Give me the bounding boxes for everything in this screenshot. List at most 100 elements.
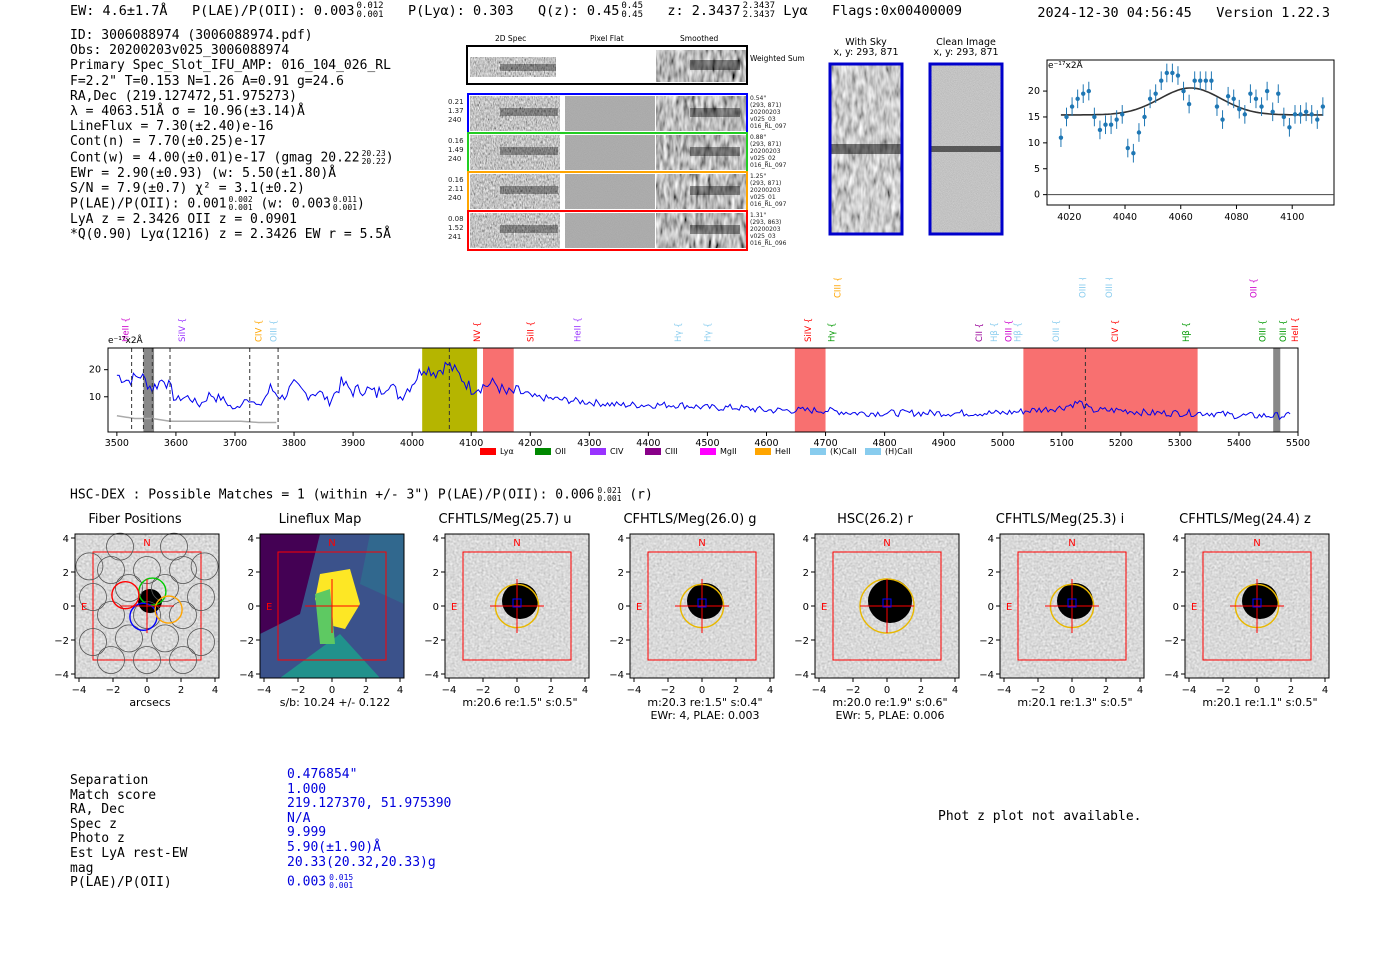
- match-value-radec: 219.127370, 51.975390: [287, 796, 452, 812]
- cutout-title: CFHTLS/Meg(25.3) i: [995, 512, 1125, 527]
- header-z-hi: 2.3437: [742, 1, 776, 11]
- spec2d-right-value: v025_01: [750, 194, 776, 201]
- match-plae-lo: 0.001: [329, 881, 354, 891]
- zoom-x-tick-label: 4040: [1113, 212, 1137, 223]
- zoom-data-point: [1097, 127, 1103, 133]
- spec2d-row-right-labels: 1.25" (293, 871) 20200203 v025_01 016_RL_097: [750, 173, 786, 208]
- cutout-image: N E −4 −2 0 2 4 4 2 0 −2 −4: [794, 533, 960, 696]
- cutout-y-tick-label: 0: [988, 602, 994, 613]
- zoom-data-point: [1303, 109, 1309, 114]
- full-spectrum-unit: e⁻¹⁷x2Å: [108, 336, 143, 346]
- cutout-y-tick-label: 0: [618, 602, 624, 613]
- cutout-y-tick-label: 4: [433, 534, 439, 545]
- zoom-data-point: [1214, 104, 1220, 109]
- cutout-y-tick-label: 0: [63, 602, 69, 613]
- spec2d-weighted-label: Weighted Sum: [750, 54, 805, 63]
- zoom-data-point: [1136, 130, 1142, 135]
- spec2d-right-value: 1.25": [750, 173, 767, 180]
- spectrum-line-label: Hγ {: [674, 322, 684, 342]
- legend-item: MgII: [700, 447, 737, 456]
- info-lambda: λ = 4063.51Å σ = 10.96(±3.14)Å: [70, 104, 305, 120]
- legend-item: Lyα: [480, 447, 514, 456]
- cutout-x-tick-label: −4: [257, 685, 272, 696]
- spectrum-shaded-region: [143, 348, 155, 432]
- cutout-center-box: [1252, 598, 1262, 608]
- spec2d-left-value: 240: [448, 194, 462, 202]
- legend-item: (K)CaII: [810, 447, 857, 456]
- cutout-east-label: E: [81, 602, 87, 613]
- match-label-mag: mag: [70, 860, 94, 876]
- zoom-x-tick-label: 4100: [1280, 212, 1304, 223]
- header-line: EW: 4.6±1.7Å P(LAE)/P(OII): 0.003 0.012 0.…: [70, 2, 962, 20]
- match-label-radec: RA, Dec: [70, 802, 125, 818]
- fiber-circle: [115, 624, 143, 653]
- cutout-x-tick-label: −4: [812, 685, 827, 696]
- info-plae: P(LAE)/P(OII): 0.001 0.002 0.001 (w: 0.003…: [70, 195, 365, 213]
- zoom-data-point: [1075, 96, 1080, 102]
- cutout-north-label: N: [1253, 538, 1260, 549]
- cutout-y-tick-label: −2: [54, 636, 69, 647]
- legend-label: (K)CaII: [830, 447, 857, 456]
- info-q-line: *Q(0.90) Lyα(1216) z = 2.3426 EW r = 5.5…: [70, 227, 391, 243]
- cutout-y-tick-label: 2: [1173, 568, 1179, 579]
- spec2d-row-right-labels: 0.88" (293, 871) 20200203 v025_02 016_RL_097: [750, 134, 786, 169]
- cutout-title: Fiber Positions: [88, 512, 182, 527]
- cutout-x-tick-label: −4: [1182, 685, 1197, 696]
- cutout-x-tick-label: 4: [952, 685, 958, 696]
- cutout-source: [1242, 583, 1278, 619]
- cutout-y-tick-label: 4: [1173, 534, 1179, 545]
- zoom-data-point: [1225, 94, 1231, 99]
- cutout-subtitle: m:20.1 re:1.1" s:0.5": [1202, 696, 1318, 709]
- zoom-data-point: [1270, 109, 1275, 114]
- cutout-y-tick-label: −4: [609, 670, 624, 681]
- cutout-y-tick-label: −4: [794, 670, 809, 681]
- cutout-x-tick-label: 0: [144, 685, 150, 696]
- spec2d-header-2dspec: 2D Spec: [495, 34, 527, 43]
- cutout-center-box: [512, 598, 522, 608]
- match-labels: Separation Match score RA, Dec Spec z Ph…: [70, 773, 187, 891]
- spec2d-right-value: 0.54": [750, 95, 767, 102]
- header-z-lo: 2.3437: [742, 10, 776, 20]
- cutout-x-tick-label: −4: [997, 685, 1012, 696]
- cutout-image: N E −4 −2 0 2 4 4 2 0 −2 −4: [609, 533, 775, 696]
- cutout-x-tick-label: −2: [1031, 685, 1046, 696]
- zoom-data-point: [1175, 73, 1181, 78]
- fiber-circle: [133, 646, 161, 674]
- cutout-aperture-box: [92, 551, 202, 661]
- info-radec: RA,Dec (219.127472,51.975273): [70, 88, 297, 104]
- legend-item: CIII: [645, 447, 678, 456]
- cutout-source: [868, 579, 912, 623]
- header-qz: Q(z): 0.45: [538, 3, 620, 19]
- spectrum-x-tick-label: 5500: [1286, 438, 1310, 449]
- cutout-x-tick-label: 0: [1254, 685, 1260, 696]
- spec2d-left-value: 1.37: [448, 107, 464, 115]
- cutout-y-tick-label: −2: [979, 636, 994, 647]
- cutout-y-tick-label: 0: [248, 602, 254, 613]
- spectrum-line-label: Hγ {: [827, 322, 837, 342]
- match-value-separation: 0.476854": [287, 767, 358, 782]
- cutout-x-tick-label: 2: [178, 685, 184, 696]
- spec2d-right-value: 20200203: [750, 226, 781, 233]
- spec2d-row: [467, 93, 748, 134]
- spectrum-x-tick-label: 3900: [341, 438, 365, 449]
- spectrum-line-label: Hβ {: [990, 322, 1000, 342]
- cutout-x-tick-label: 4: [582, 685, 588, 696]
- info-lya-z: LyA z = 2.3426 OII z = 0.0901: [70, 212, 297, 228]
- zoom-data-point: [1276, 91, 1281, 96]
- cutout-x-tick-label: 0: [329, 685, 335, 696]
- zoom-data-point: [1203, 78, 1209, 83]
- spec2d-row: [467, 132, 748, 173]
- match-value-specz: N/A: [287, 810, 311, 826]
- header-plae-hi: 0.012: [356, 1, 384, 11]
- info-plae-lo: 0.001: [228, 203, 253, 213]
- with-sky-xy: x, y: 293, 871: [833, 47, 899, 58]
- spec2d-row-frame: [467, 210, 748, 251]
- cutout-source: [502, 583, 538, 619]
- fiber-orange: [154, 595, 183, 624]
- spectrum-x-tick-label: 5200: [1109, 438, 1133, 449]
- spec2d-row-left-labels: 0.16 2.11 240: [448, 176, 464, 203]
- cutout-center-box: [1067, 598, 1077, 608]
- zoom-y-tick-label: 20: [1028, 86, 1040, 97]
- spectrum-y-tick-label: 20: [89, 365, 101, 376]
- spectrum-line-label: SiIV {: [178, 318, 188, 342]
